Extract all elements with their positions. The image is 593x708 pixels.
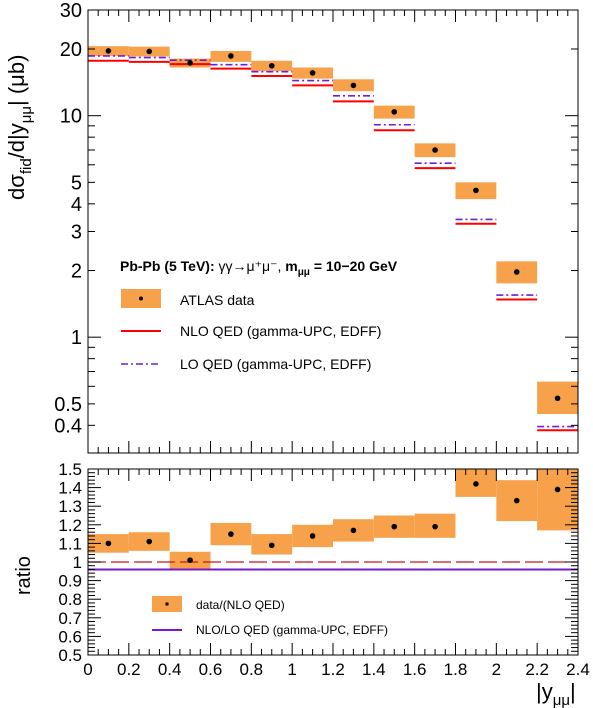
legend-marker-ratio xyxy=(165,602,169,606)
y-tick-label: 5 xyxy=(71,172,82,194)
main-y-tick-labels: 0.40.5 1 2 3 45 10 20 30 xyxy=(54,0,82,437)
main-legend: ATLAS data NLO QED (gamma-UPC, EDFF) LO … xyxy=(121,289,381,372)
x-tick-label: 1.2 xyxy=(321,660,345,679)
data-point-11 xyxy=(554,395,561,402)
data-point-5 xyxy=(309,70,316,76)
x-tick-label: 0 xyxy=(83,660,92,679)
ratio-point-11 xyxy=(554,486,561,493)
legend-label-data: ATLAS data xyxy=(180,292,255,308)
y-tick-label: 4 xyxy=(71,194,82,216)
ratio-panel: 0.50.60.70.80.911.11.21.31.41.5 0 0.2 0.4 0… xyxy=(13,460,590,708)
y-tick-label: 3 xyxy=(71,222,82,244)
y-tick-label: 30 xyxy=(60,0,82,22)
ratio-y-tick-label: 1.4 xyxy=(58,479,82,498)
ratio-y-tick-labels: 0.50.60.70.80.911.11.21.31.41.5 xyxy=(58,460,82,665)
ratio-y-tick-label: 1.3 xyxy=(58,497,82,516)
x-tick-label: 1 xyxy=(287,660,296,679)
x-tick-label: 0.4 xyxy=(158,660,182,679)
x-tick-label: 2 xyxy=(492,660,501,679)
ratio-y-tick-label: 0.7 xyxy=(58,609,82,628)
data-point-9 xyxy=(473,187,479,194)
x-tick-label: 2.2 xyxy=(525,660,549,679)
ratio-point-8 xyxy=(432,523,438,530)
data-point-2 xyxy=(187,60,193,66)
legend-label-lo: LO QED (gamma-UPC, EDFF) xyxy=(180,356,371,372)
ratio-axis-ticks xyxy=(87,468,579,656)
ratio-y-tick-label: 0.5 xyxy=(58,646,82,665)
main-y-axis-title: dσfid/d|yμμ| (μb) xyxy=(4,55,35,200)
data-point-7 xyxy=(391,109,398,115)
x-tick-label: 1.4 xyxy=(362,660,386,679)
ratio-point-9 xyxy=(473,481,479,487)
data-point-10 xyxy=(513,269,520,275)
data-point-4 xyxy=(268,62,275,69)
legend-label-nlo-lo: NLO/LO QED (gamma-UPC, EDFF) xyxy=(196,623,388,637)
process-annotation: Pb-Pb (5 TeV): γγ→μ⁺μ⁻, mμμ = 10−20 GeV xyxy=(120,258,398,278)
ratio-legend: data/(NLO QED) NLO/LO QED (gamma-UPC, ED… xyxy=(152,596,388,637)
x-tick-label: 2.4 xyxy=(566,660,590,679)
ratio-point-7 xyxy=(391,523,398,530)
x-axis-title: |yμμ| xyxy=(536,679,576,708)
ratio-point-10 xyxy=(513,497,520,504)
y-tick-label: 1 xyxy=(71,327,82,349)
ratio-y-tick-label: 1.1 xyxy=(58,534,82,553)
ratio-point-1 xyxy=(146,538,153,545)
main-axis-ticks xyxy=(87,9,579,454)
data-point-8 xyxy=(432,147,438,153)
x-tick-label: 0.6 xyxy=(199,660,223,679)
ratio-y-tick-label: 0.9 xyxy=(58,572,82,591)
ratio-y-tick-label: 1.5 xyxy=(58,460,82,479)
x-tick-label: 1.6 xyxy=(403,660,427,679)
data-points xyxy=(105,48,561,402)
ratio-point-3 xyxy=(228,531,234,537)
ratio-y-axis-title: ratio xyxy=(13,556,35,595)
ratio-y-tick-label: 1 xyxy=(73,553,82,572)
legend-label-nlo: NLO QED (gamma-UPC, EDFF) xyxy=(180,323,381,339)
ratio-y-tick-label: 1.2 xyxy=(58,516,82,535)
data-point-3 xyxy=(228,53,234,59)
y-tick-label: 20 xyxy=(60,39,82,61)
y-tick-label: 0.4 xyxy=(54,415,82,437)
x-tick-label: 1.8 xyxy=(444,660,468,679)
y-tick-label: 2 xyxy=(71,261,82,283)
main-panel: 0.40.5 1 2 3 45 10 20 30 dσfid/d|yμμ| (μb) Pb-P… xyxy=(4,0,579,454)
y-tick-label: 10 xyxy=(60,106,82,128)
data-point-6 xyxy=(350,82,357,89)
ratio-point-4 xyxy=(268,542,275,549)
ratio-y-tick-label: 0.8 xyxy=(58,590,82,609)
ratio-band-11 xyxy=(537,469,578,531)
ratio-point-6 xyxy=(350,527,357,534)
ratio-point-5 xyxy=(309,533,316,539)
ratio-point-2 xyxy=(187,557,193,563)
x-tick-labels: 0 0.2 0.4 0.6 0.8 1 1.2 1.4 1.6 1.8 2 2.2 2.4 xyxy=(83,660,590,679)
legend-marker-data xyxy=(139,296,143,301)
ratio-point-0 xyxy=(105,540,112,547)
x-tick-label: 0.8 xyxy=(240,660,264,679)
ratio-points xyxy=(105,481,561,563)
ratio-uncertainty-bands xyxy=(88,469,578,569)
nlo-qed-series xyxy=(88,59,578,432)
y-tick-label: 0.5 xyxy=(54,394,82,416)
data-point-1 xyxy=(146,48,153,55)
data-point-0 xyxy=(105,48,112,54)
ratio-y-tick-label: 0.6 xyxy=(58,627,82,646)
x-tick-label: 0.2 xyxy=(117,660,141,679)
ratio-reference-lines xyxy=(88,561,578,571)
legend-label-ratio: data/(NLO QED) xyxy=(196,598,285,612)
